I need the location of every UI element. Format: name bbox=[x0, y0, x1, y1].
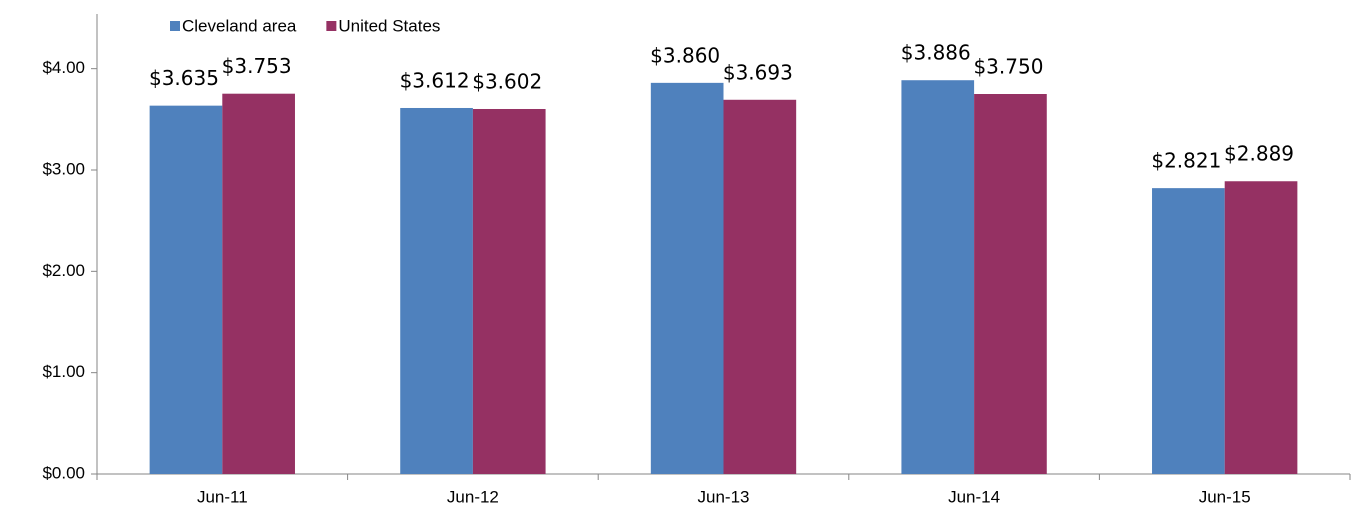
value-label: $3.602 bbox=[472, 69, 542, 93]
value-label: $3.750 bbox=[973, 55, 1043, 79]
x-tick-label: Jun-15 bbox=[1199, 487, 1251, 506]
value-label: $2.821 bbox=[1151, 149, 1221, 173]
x-tick-label: Jun-14 bbox=[948, 487, 1000, 506]
legend-swatch bbox=[170, 21, 180, 31]
value-label: $3.693 bbox=[723, 60, 793, 84]
x-tick-label: Jun-12 bbox=[447, 487, 499, 506]
y-tick-label: $0.00 bbox=[42, 463, 85, 482]
y-tick-label: $3.00 bbox=[42, 159, 85, 178]
y-tick-label: $2.00 bbox=[42, 261, 85, 280]
bar bbox=[400, 107, 473, 474]
y-tick-label: $1.00 bbox=[42, 362, 85, 381]
y-tick-label: $4.00 bbox=[42, 58, 85, 77]
value-label: $3.860 bbox=[650, 43, 720, 67]
bar bbox=[974, 94, 1047, 474]
value-label: $2.889 bbox=[1224, 142, 1294, 166]
legend-swatch bbox=[326, 21, 337, 31]
x-tick-label: Jun-11 bbox=[197, 487, 248, 506]
x-tick-label: Jun-13 bbox=[698, 487, 750, 506]
bar bbox=[901, 80, 975, 475]
bar bbox=[1224, 181, 1298, 475]
bar bbox=[472, 108, 546, 475]
bar bbox=[222, 93, 295, 475]
legend-label: United States bbox=[338, 16, 440, 35]
legend-label: Cleveland area bbox=[182, 16, 297, 35]
bar bbox=[723, 99, 797, 474]
value-label: $3.612 bbox=[400, 68, 470, 92]
bar bbox=[149, 105, 223, 475]
value-label: $3.635 bbox=[149, 66, 219, 90]
bar bbox=[650, 82, 724, 474]
bar bbox=[1152, 188, 1225, 474]
value-label: $3.886 bbox=[901, 41, 971, 65]
value-label: $3.753 bbox=[222, 54, 292, 78]
